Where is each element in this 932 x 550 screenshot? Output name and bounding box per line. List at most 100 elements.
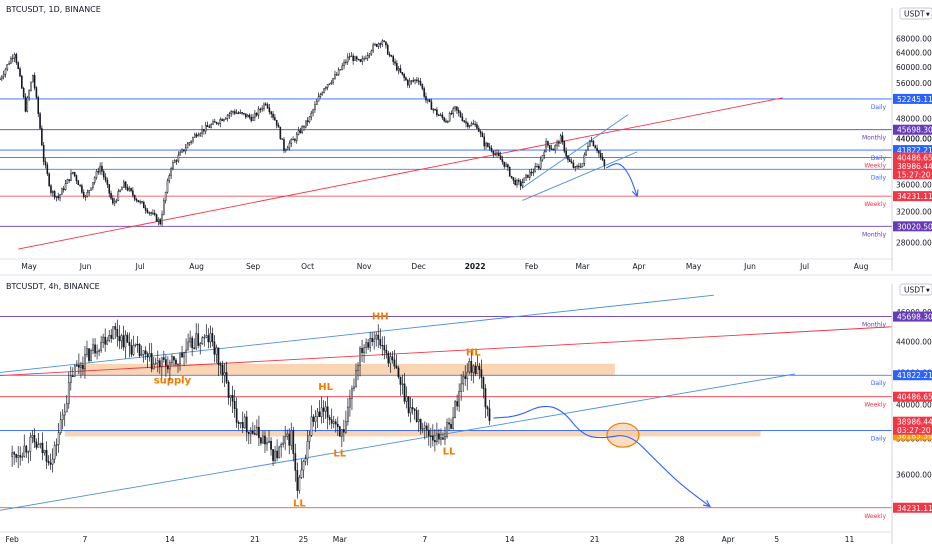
- 4h-candle-body: [63, 411, 66, 416]
- 4h-candle-body: [349, 398, 351, 408]
- daily-trendline-1: [522, 151, 638, 201]
- 4h-candle-body: [25, 445, 28, 453]
- daily-chart-panel[interactable]: BTCUSDT, 1D, BINANCE DailyMonthlyDailyWe…: [0, 5, 932, 271]
- daily-level-tag-0: Daily: [871, 104, 887, 111]
- daily-currency-chevron-icon: ▾: [926, 10, 930, 19]
- daily-candle-body: [348, 56, 351, 58]
- 4h-candle-body: [61, 414, 64, 420]
- 4h-candle-body: [367, 342, 369, 348]
- 4h-candle-body: [235, 408, 238, 423]
- 4h-candle-body: [276, 450, 278, 459]
- daily-candle-body: [332, 78, 334, 83]
- daily-candle-body: [403, 73, 405, 78]
- daily-candle-body: [310, 112, 313, 118]
- daily-candle-body: [303, 126, 305, 128]
- daily-candle-body: [567, 155, 569, 160]
- 4h-candle-body: [324, 406, 327, 412]
- 4h-x-tick-label: Mar: [333, 535, 348, 544]
- 4h-candle-body: [162, 357, 165, 360]
- daily-candle-body: [84, 196, 87, 198]
- 4h-candle-body: [31, 434, 34, 438]
- daily-level-label-2: 41822.21: [897, 146, 932, 155]
- daily-candle-body: [164, 191, 167, 201]
- daily-level-tag-5: Weekly: [864, 201, 886, 208]
- 4h-current-price-label: 38986.44: [897, 418, 932, 427]
- daily-level-label-1: 45698.30: [897, 126, 932, 135]
- 4h-candle-body: [472, 365, 475, 373]
- daily-candle-body: [117, 191, 120, 201]
- daily-candle-body: [295, 134, 298, 141]
- daily-candle-body: [46, 164, 49, 174]
- 4h-candle-body: [278, 446, 280, 459]
- 4h-candle-body: [124, 334, 127, 348]
- 4h-candle-body: [450, 423, 452, 429]
- 4h-candle-body: [71, 375, 74, 377]
- 4h-candle-body: [444, 436, 446, 440]
- 4h-candle-body: [197, 333, 200, 346]
- daily-candle-body: [119, 189, 121, 192]
- daily-candle-body: [157, 219, 160, 222]
- daily-candle-body: [28, 90, 30, 99]
- 4h-candle-body: [288, 433, 291, 446]
- 4h-candle-body: [375, 334, 378, 340]
- daily-candle-body: [277, 125, 280, 128]
- daily-x-tick-label: Oct: [301, 262, 314, 271]
- daily-candle-body: [57, 196, 60, 199]
- 4h-candle-body: [59, 419, 62, 433]
- daily-candle-body: [146, 209, 149, 213]
- 4h-candle-body: [106, 340, 109, 345]
- daily-candle-body: [545, 141, 547, 153]
- 4h-candle-body: [122, 335, 125, 348]
- daily-candle-body: [246, 114, 249, 118]
- h4-chart-panel[interactable]: BTCUSDT, 4h, BINANCE supply Monthly Daily W…: [0, 282, 932, 544]
- daily-candle-body: [334, 74, 336, 79]
- 4h-candle-body: [423, 425, 426, 429]
- 4h-candle-body: [110, 334, 113, 339]
- 4h-candle-body: [480, 369, 483, 378]
- daily-candle-body: [325, 86, 327, 89]
- 4h-y-tick-label: 36000.00: [896, 470, 932, 479]
- 4h-candle-body: [454, 401, 456, 418]
- daily-candle-body: [186, 143, 189, 149]
- 4h-candle-body: [45, 449, 48, 462]
- daily-candle-body: [283, 139, 285, 151]
- daily-candle-body: [31, 74, 34, 83]
- daily-candle-body: [436, 109, 438, 116]
- 4h-candle-body: [112, 326, 115, 339]
- daily-candle-body: [268, 107, 271, 113]
- daily-candle-body: [72, 171, 74, 174]
- 4h-projection-arrow: [702, 499, 711, 508]
- daily-candle-body: [396, 63, 398, 71]
- daily-candle-body: [343, 61, 345, 67]
- 4h-orange-price-label-bg: [893, 430, 932, 441]
- daily-candle-body: [8, 63, 10, 65]
- daily-candle-body: [175, 160, 178, 162]
- 4h-candle-body: [167, 365, 169, 370]
- daily-candle-body: [148, 212, 151, 214]
- 4h-candle-body: [41, 442, 44, 454]
- 4h-candle-body: [326, 406, 329, 418]
- 4h-annotation-0: HH: [372, 311, 389, 322]
- daily-candle-body: [321, 92, 324, 95]
- daily-candle-body: [492, 150, 495, 155]
- 4h-candle-body: [90, 350, 92, 361]
- daily-candle-body: [286, 147, 289, 150]
- 4h-candle-body: [80, 364, 82, 368]
- daily-candle-body: [226, 115, 229, 119]
- 4h-candle-body: [272, 449, 274, 461]
- daily-candle-body: [359, 59, 362, 62]
- daily-candle-body: [421, 84, 424, 89]
- 4h-candle-body: [51, 458, 54, 465]
- daily-candle-body: [270, 111, 273, 115]
- 4h-candle-body: [256, 426, 258, 435]
- 4h-candle-body: [338, 426, 341, 437]
- 4h-candle-body: [391, 356, 394, 361]
- daily-candle-body: [339, 69, 342, 71]
- 4h-candle-body: [377, 334, 380, 340]
- daily-candle-body: [392, 56, 395, 62]
- 4h-candle-body: [290, 430, 293, 446]
- daily-candle-body: [161, 213, 163, 225]
- daily-current-price-label: 38986.44: [897, 162, 932, 171]
- daily-candle-body: [62, 188, 65, 191]
- daily-candle-body: [356, 56, 358, 60]
